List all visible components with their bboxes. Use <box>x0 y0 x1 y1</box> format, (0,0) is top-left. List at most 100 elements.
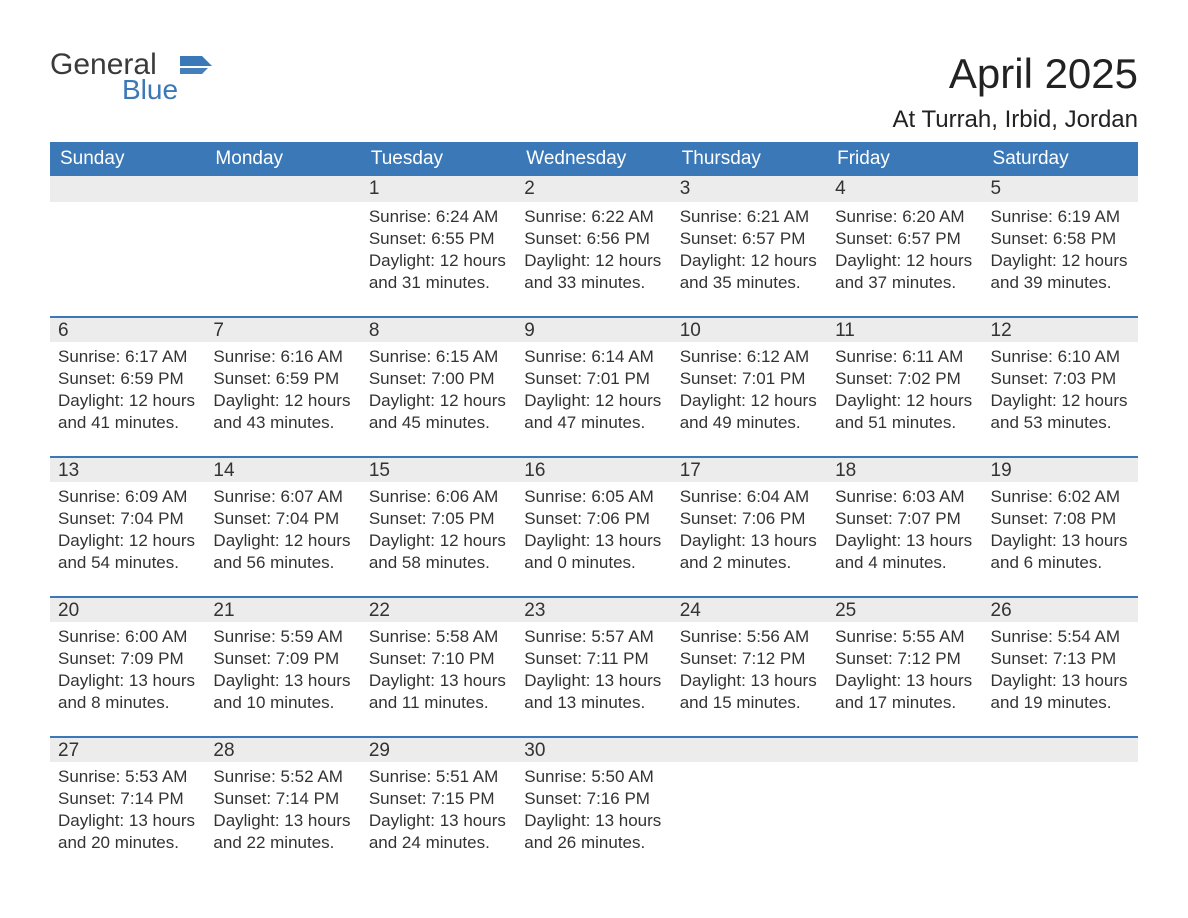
day-sunrise: Sunrise: 6:16 AM <box>213 346 352 368</box>
day-content: Sunrise: 6:12 AMSunset: 7:01 PMDaylight:… <box>672 342 827 434</box>
day-content: Sunrise: 5:50 AMSunset: 7:16 PMDaylight:… <box>516 762 671 854</box>
day-daylight1: Daylight: 13 hours <box>835 530 974 552</box>
day-daylight2: and 0 minutes. <box>524 552 663 574</box>
day-daylight1: Daylight: 13 hours <box>213 670 352 692</box>
calendar-cell: 28Sunrise: 5:52 AMSunset: 7:14 PMDayligh… <box>205 736 360 876</box>
header: General Blue April 2025 At Turrah, Irbid… <box>50 50 1138 134</box>
day-sunrise: Sunrise: 6:19 AM <box>991 206 1130 228</box>
day-daylight1: Daylight: 13 hours <box>369 810 508 832</box>
day-number: 16 <box>516 456 671 482</box>
day-content: Sunrise: 5:57 AMSunset: 7:11 PMDaylight:… <box>516 622 671 714</box>
calendar-cell: 29Sunrise: 5:51 AMSunset: 7:15 PMDayligh… <box>361 736 516 876</box>
day-daylight2: and 8 minutes. <box>58 692 197 714</box>
day-sunrise: Sunrise: 6:02 AM <box>991 486 1130 508</box>
calendar-cell: 21Sunrise: 5:59 AMSunset: 7:09 PMDayligh… <box>205 596 360 736</box>
day-content: Sunrise: 6:07 AMSunset: 7:04 PMDaylight:… <box>205 482 360 574</box>
day-sunset: Sunset: 7:03 PM <box>991 368 1130 390</box>
day-daylight2: and 43 minutes. <box>213 412 352 434</box>
calendar-cell: 22Sunrise: 5:58 AMSunset: 7:10 PMDayligh… <box>361 596 516 736</box>
day-header-sun: Sunday <box>50 142 205 176</box>
day-daylight2: and 15 minutes. <box>680 692 819 714</box>
day-content: Sunrise: 6:19 AMSunset: 6:58 PMDaylight:… <box>983 202 1138 294</box>
calendar-cell: 4Sunrise: 6:20 AMSunset: 6:57 PMDaylight… <box>827 176 982 316</box>
day-content <box>827 762 982 766</box>
day-sunrise: Sunrise: 6:05 AM <box>524 486 663 508</box>
day-number <box>983 736 1138 762</box>
day-daylight1: Daylight: 12 hours <box>58 530 197 552</box>
day-content: Sunrise: 5:52 AMSunset: 7:14 PMDaylight:… <box>205 762 360 854</box>
day-daylight1: Daylight: 13 hours <box>524 530 663 552</box>
day-header-fri: Friday <box>827 142 982 176</box>
day-number <box>827 736 982 762</box>
day-number: 8 <box>361 316 516 342</box>
day-sunset: Sunset: 6:59 PM <box>213 368 352 390</box>
day-sunset: Sunset: 6:57 PM <box>835 228 974 250</box>
day-content: Sunrise: 6:24 AMSunset: 6:55 PMDaylight:… <box>361 202 516 294</box>
day-content: Sunrise: 6:02 AMSunset: 7:08 PMDaylight:… <box>983 482 1138 574</box>
calendar-cell <box>983 736 1138 876</box>
day-sunset: Sunset: 6:55 PM <box>369 228 508 250</box>
day-sunrise: Sunrise: 5:55 AM <box>835 626 974 648</box>
calendar-cell <box>205 176 360 316</box>
day-sunset: Sunset: 7:01 PM <box>524 368 663 390</box>
day-daylight2: and 53 minutes. <box>991 412 1130 434</box>
brand-bottom: Blue <box>122 76 178 104</box>
day-sunrise: Sunrise: 6:06 AM <box>369 486 508 508</box>
day-daylight2: and 11 minutes. <box>369 692 508 714</box>
calendar-cell: 18Sunrise: 6:03 AMSunset: 7:07 PMDayligh… <box>827 456 982 596</box>
calendar-cell: 2Sunrise: 6:22 AMSunset: 6:56 PMDaylight… <box>516 176 671 316</box>
day-number: 1 <box>361 176 516 202</box>
day-content: Sunrise: 5:58 AMSunset: 7:10 PMDaylight:… <box>361 622 516 714</box>
day-header-wed: Wednesday <box>516 142 671 176</box>
day-daylight2: and 51 minutes. <box>835 412 974 434</box>
day-number: 9 <box>516 316 671 342</box>
day-daylight2: and 10 minutes. <box>213 692 352 714</box>
day-daylight1: Daylight: 13 hours <box>213 810 352 832</box>
day-daylight1: Daylight: 13 hours <box>835 670 974 692</box>
day-sunrise: Sunrise: 5:52 AM <box>213 766 352 788</box>
day-sunrise: Sunrise: 6:09 AM <box>58 486 197 508</box>
day-daylight1: Daylight: 12 hours <box>58 390 197 412</box>
day-content: Sunrise: 5:51 AMSunset: 7:15 PMDaylight:… <box>361 762 516 854</box>
page-root: General Blue April 2025 At Turrah, Irbid… <box>0 0 1188 876</box>
day-sunset: Sunset: 7:14 PM <box>213 788 352 810</box>
day-sunrise: Sunrise: 5:50 AM <box>524 766 663 788</box>
day-sunrise: Sunrise: 6:22 AM <box>524 206 663 228</box>
calendar-header-row: Sunday Monday Tuesday Wednesday Thursday… <box>50 142 1138 176</box>
calendar-week: 6Sunrise: 6:17 AMSunset: 6:59 PMDaylight… <box>50 316 1138 456</box>
day-sunset: Sunset: 7:14 PM <box>58 788 197 810</box>
calendar-cell: 1Sunrise: 6:24 AMSunset: 6:55 PMDaylight… <box>361 176 516 316</box>
day-daylight1: Daylight: 12 hours <box>524 250 663 272</box>
day-daylight2: and 35 minutes. <box>680 272 819 294</box>
day-sunset: Sunset: 7:12 PM <box>835 648 974 670</box>
day-number: 27 <box>50 736 205 762</box>
day-content: Sunrise: 6:11 AMSunset: 7:02 PMDaylight:… <box>827 342 982 434</box>
day-sunrise: Sunrise: 6:15 AM <box>369 346 508 368</box>
day-daylight2: and 2 minutes. <box>680 552 819 574</box>
calendar-cell: 25Sunrise: 5:55 AMSunset: 7:12 PMDayligh… <box>827 596 982 736</box>
day-content: Sunrise: 6:09 AMSunset: 7:04 PMDaylight:… <box>50 482 205 574</box>
day-number: 29 <box>361 736 516 762</box>
day-sunset: Sunset: 7:12 PM <box>680 648 819 670</box>
calendar-cell: 6Sunrise: 6:17 AMSunset: 6:59 PMDaylight… <box>50 316 205 456</box>
day-daylight1: Daylight: 12 hours <box>680 250 819 272</box>
day-sunset: Sunset: 7:06 PM <box>524 508 663 530</box>
calendar-cell: 23Sunrise: 5:57 AMSunset: 7:11 PMDayligh… <box>516 596 671 736</box>
day-daylight2: and 13 minutes. <box>524 692 663 714</box>
day-header-sat: Saturday <box>983 142 1138 176</box>
day-daylight1: Daylight: 13 hours <box>991 530 1130 552</box>
day-sunset: Sunset: 6:57 PM <box>680 228 819 250</box>
day-sunset: Sunset: 7:05 PM <box>369 508 508 530</box>
day-number: 14 <box>205 456 360 482</box>
calendar-cell: 13Sunrise: 6:09 AMSunset: 7:04 PMDayligh… <box>50 456 205 596</box>
day-daylight2: and 17 minutes. <box>835 692 974 714</box>
day-sunrise: Sunrise: 6:07 AM <box>213 486 352 508</box>
calendar-cell: 9Sunrise: 6:14 AMSunset: 7:01 PMDaylight… <box>516 316 671 456</box>
day-number: 26 <box>983 596 1138 622</box>
calendar-cell: 10Sunrise: 6:12 AMSunset: 7:01 PMDayligh… <box>672 316 827 456</box>
day-daylight2: and 47 minutes. <box>524 412 663 434</box>
calendar-cell: 17Sunrise: 6:04 AMSunset: 7:06 PMDayligh… <box>672 456 827 596</box>
day-content: Sunrise: 6:16 AMSunset: 6:59 PMDaylight:… <box>205 342 360 434</box>
day-number <box>50 176 205 202</box>
calendar-cell: 12Sunrise: 6:10 AMSunset: 7:03 PMDayligh… <box>983 316 1138 456</box>
